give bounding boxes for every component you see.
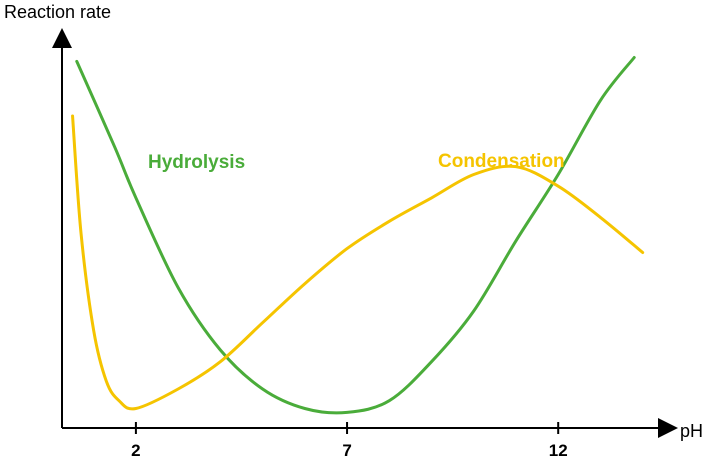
series-layer — [71, 56, 645, 415]
x-axis-title: pH — [680, 421, 703, 441]
hydrolysis-line — [75, 56, 636, 415]
condensation-line — [71, 114, 645, 411]
x-tick-label: 12 — [549, 441, 568, 458]
y-axis-title: Reaction rate — [4, 2, 111, 22]
x-tick-label: 2 — [131, 441, 140, 458]
condensation-label: Condensation — [438, 151, 565, 172]
x-ticks: 2 7 12 — [131, 422, 568, 458]
x-tick-label: 7 — [342, 441, 351, 458]
hydrolysis-label: Hydrolysis — [148, 152, 245, 173]
